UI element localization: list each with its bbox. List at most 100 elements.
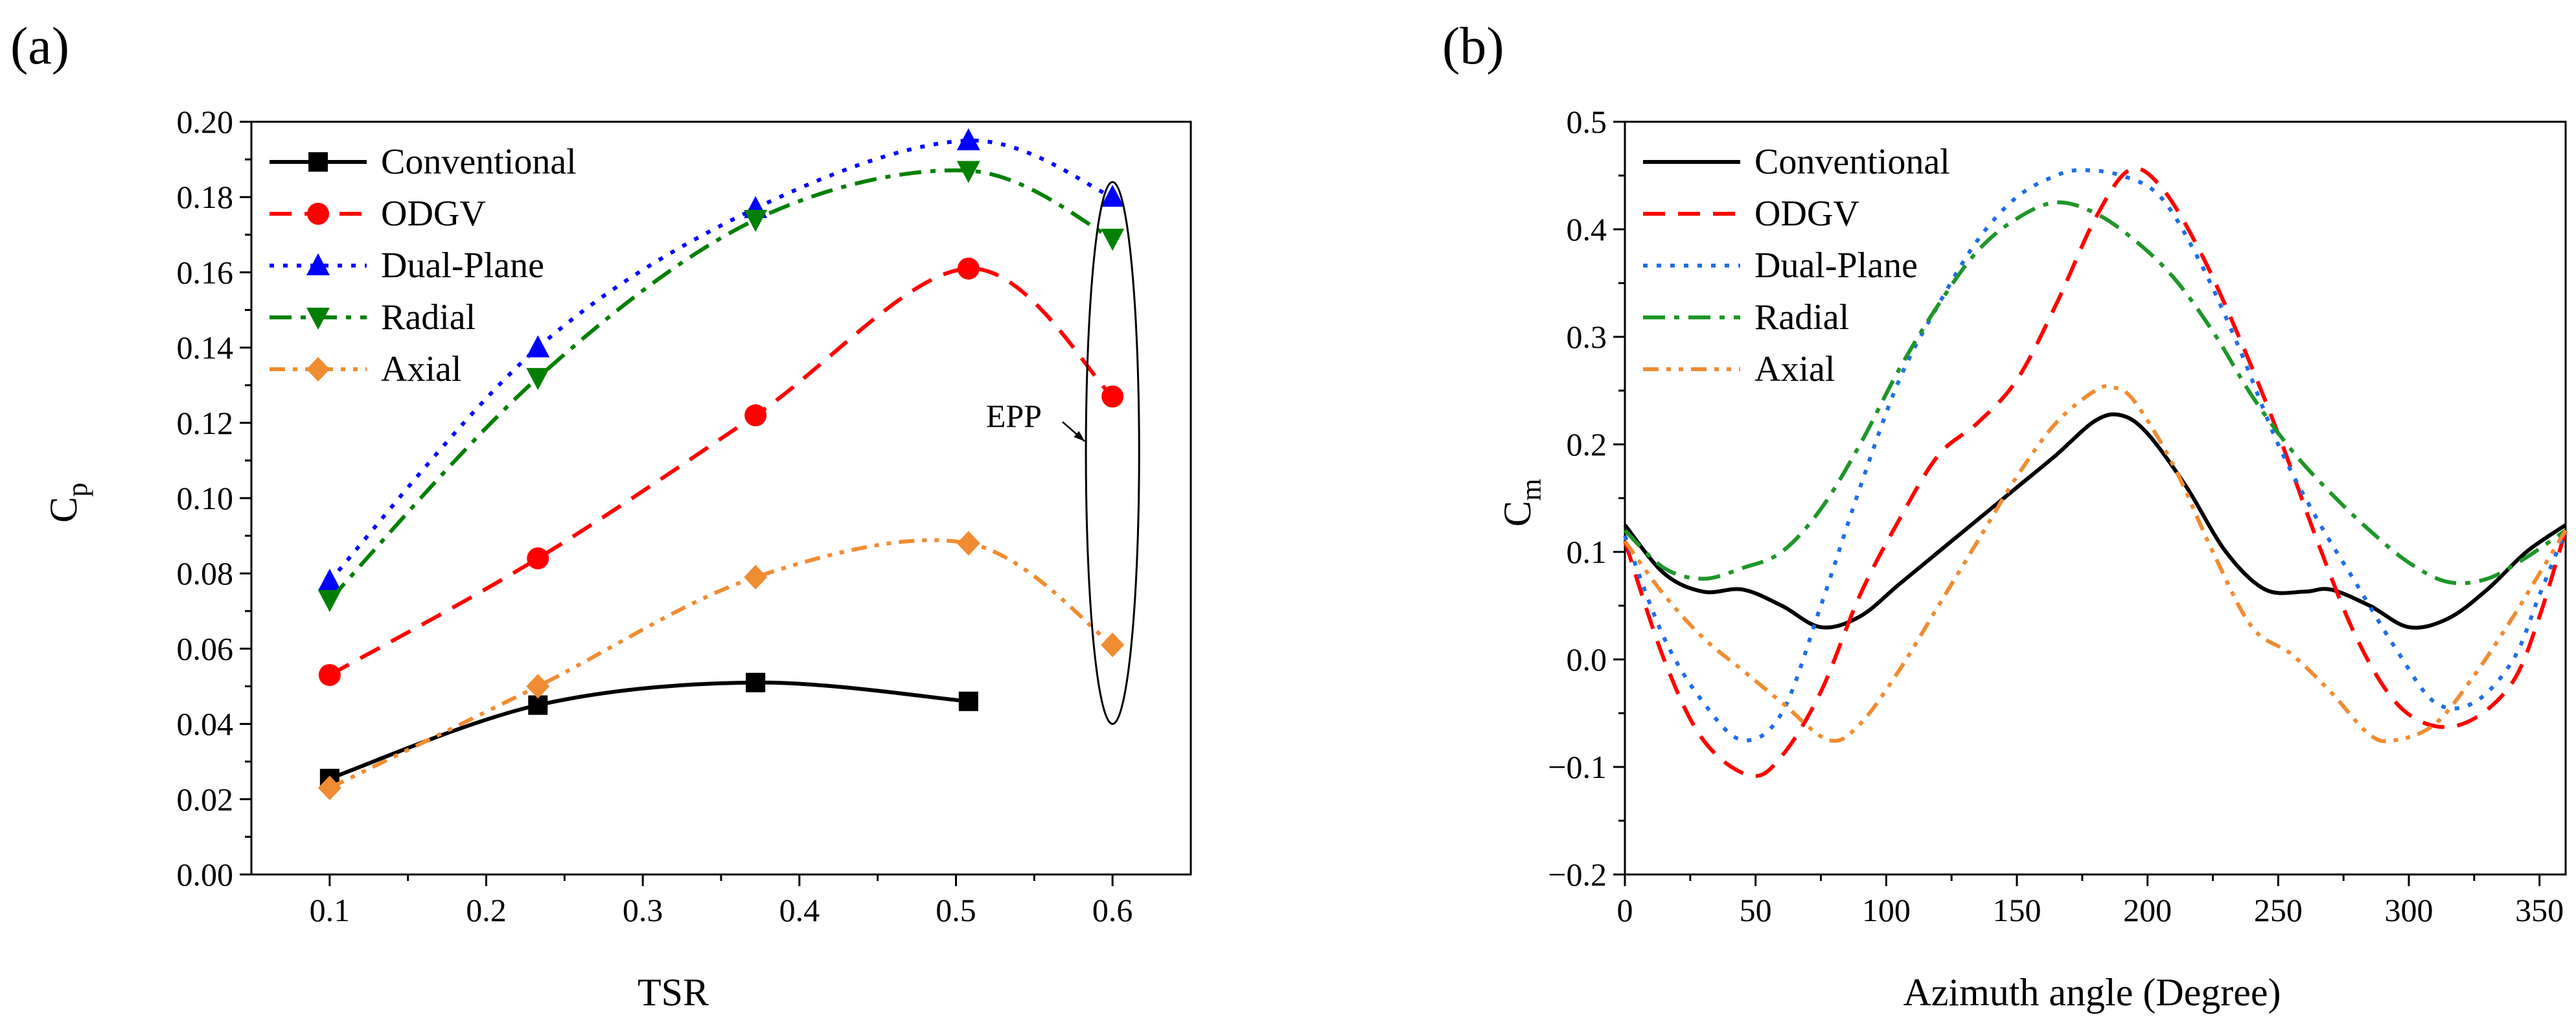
- legend-label: ODGV: [381, 194, 486, 234]
- panel-b-legend: Conventional ODGV Dual-Plane Radial Axial: [1643, 142, 1950, 389]
- data-point-radial: [1101, 229, 1125, 251]
- series-line-conventional: [1623, 412, 2567, 630]
- legend-label: Conventional: [1754, 142, 1950, 182]
- data-point-radial: [526, 368, 550, 391]
- x-tick-label: 0.3: [623, 892, 663, 928]
- legend-label: Radial: [1754, 297, 1849, 337]
- y-tick-label: 0.0: [1567, 641, 1607, 678]
- data-point-axial: [1101, 632, 1125, 657]
- epp-label: EPP: [986, 398, 1042, 434]
- panel-a: (a) 0.1 0.2 0.3 0.4 0.5 0.60.000.020.040.060.…: [10, 16, 1192, 1014]
- y-tick-label: 0.12: [177, 405, 234, 441]
- legend-label: Dual-Plane: [381, 246, 544, 286]
- data-point-radial: [317, 589, 341, 612]
- y-tick-label: 0.08: [177, 555, 234, 591]
- legend-label: ODGV: [1754, 194, 1859, 234]
- y-tick-label: 0.04: [177, 706, 234, 742]
- panel-b-y-axis-label: Cm: [1496, 479, 1547, 527]
- plot-frame: [1624, 120, 2567, 876]
- series-line-dual-plane: [328, 138, 1114, 582]
- x-tick-label: 0.2: [466, 892, 507, 928]
- data-point-conventional: [746, 672, 766, 692]
- data-point-axial: [744, 565, 768, 590]
- x-tick-label: 0.6: [1092, 892, 1133, 928]
- x-tick-label: 300: [2385, 892, 2433, 928]
- y-tick-label: 0.3: [1567, 319, 1607, 355]
- legend-label: Conventional: [381, 142, 577, 182]
- data-point-axial: [526, 674, 550, 699]
- data-point-radial: [744, 210, 768, 233]
- panel-b-y-axis-label-sub: m: [1515, 479, 1547, 501]
- x-tick-label: 350: [2515, 892, 2564, 928]
- series-line-axial: [328, 538, 1114, 790]
- series-line-axial: [1623, 383, 2568, 744]
- panel-b-label: (b): [1442, 16, 1504, 75]
- panel-a-y-axis-label-main: C: [42, 497, 85, 523]
- data-point-conventional: [958, 691, 978, 711]
- data-point-odgv: [1101, 385, 1124, 408]
- series-line-dual-plane: [1623, 168, 2568, 742]
- panel-b-y-axis-label-main: C: [1496, 501, 1539, 527]
- panel-a-x-axis-label: TSR: [638, 971, 709, 1014]
- y-tick-label: −0.2: [1548, 856, 1607, 893]
- x-tick-label: 200: [2123, 892, 2172, 928]
- y-tick-label: 0.5: [1567, 104, 1607, 140]
- panel-b-axes: 0 50 100 150 200 250 300 350 −0.2 −0.1 0.0 0.1 0.2 0.…: [1548, 104, 2567, 928]
- panel-a-y-axis-label-sub: p: [62, 483, 93, 497]
- x-tick-label: 0.4: [779, 892, 820, 928]
- legend-label: Axial: [1754, 349, 1835, 389]
- legend-marker: [308, 152, 328, 172]
- data-point-odgv: [957, 257, 980, 280]
- legend-marker: [306, 357, 330, 382]
- panel-a-y-axis-label: Cp: [42, 483, 93, 523]
- panel-a-label: (a): [10, 16, 69, 75]
- y-tick-label: 0.10: [177, 480, 234, 516]
- series-line-odgv: [1623, 166, 2568, 779]
- x-tick-label: 100: [1862, 892, 1911, 928]
- x-tick-label: 50: [1740, 892, 1772, 928]
- data-point-dual-plane: [1101, 185, 1125, 207]
- y-tick-label: 0.2: [1567, 426, 1607, 463]
- legend-label: Dual-Plane: [1754, 246, 1918, 286]
- epp-ellipse: [1085, 181, 1140, 725]
- x-tick-label: 0.1: [310, 892, 351, 928]
- legend-label: Axial: [381, 349, 461, 389]
- legend-label: Radial: [381, 297, 476, 337]
- y-tick-label: 0.1: [1567, 534, 1607, 570]
- y-tick-label: −0.1: [1548, 749, 1607, 785]
- panel-b-series: [1623, 166, 2568, 779]
- y-tick-label: 0.16: [177, 254, 234, 290]
- data-point-dual-plane: [526, 335, 550, 358]
- y-tick-label: 0.00: [177, 856, 234, 893]
- panel-a-legend: Conventional ODGV Dual-Plane Radial Axial: [270, 142, 577, 389]
- x-tick-label: 250: [2254, 892, 2303, 928]
- panel-a-series: [317, 128, 1125, 801]
- epp-arrowhead: [1074, 431, 1085, 442]
- panel-b: (b) 0 50 100 150 200 250 300 350−0.2−0.10.00.10…: [1442, 16, 2568, 1014]
- panel-b-x-axis-label: Azimuth angle (Degree): [1903, 971, 2281, 1014]
- y-tick-label: 0.18: [177, 179, 234, 215]
- data-point-conventional: [528, 695, 548, 715]
- data-point-dual-plane: [317, 568, 341, 591]
- data-point-axial: [317, 775, 341, 801]
- legend-marker: [307, 203, 329, 225]
- data-point-odgv: [527, 547, 549, 569]
- data-point-odgv: [744, 404, 767, 427]
- panel-a-annotation: EPP: [986, 181, 1140, 725]
- data-point-odgv: [318, 664, 341, 687]
- legend-marker: [306, 253, 330, 275]
- data-point-radial: [956, 161, 980, 183]
- y-tick-label: 0.20: [177, 104, 234, 140]
- y-tick-label: 0.4: [1567, 211, 1607, 247]
- legend-marker: [306, 308, 330, 330]
- data-point-dual-plane: [956, 128, 980, 151]
- panel-a-axes: 0.1 0.2 0.3 0.4 0.5 0.6 0.00 0.02 0.04 0.06 0.08 0.…: [177, 104, 1192, 928]
- x-tick-label: 150: [1993, 892, 2041, 928]
- plot-frame: [250, 120, 1192, 876]
- x-tick-label: 0.5: [936, 892, 976, 928]
- data-point-axial: [956, 531, 980, 556]
- y-tick-label: 0.06: [177, 630, 234, 667]
- y-tick-label: 0.02: [177, 781, 234, 817]
- y-tick-label: 0.14: [177, 330, 234, 366]
